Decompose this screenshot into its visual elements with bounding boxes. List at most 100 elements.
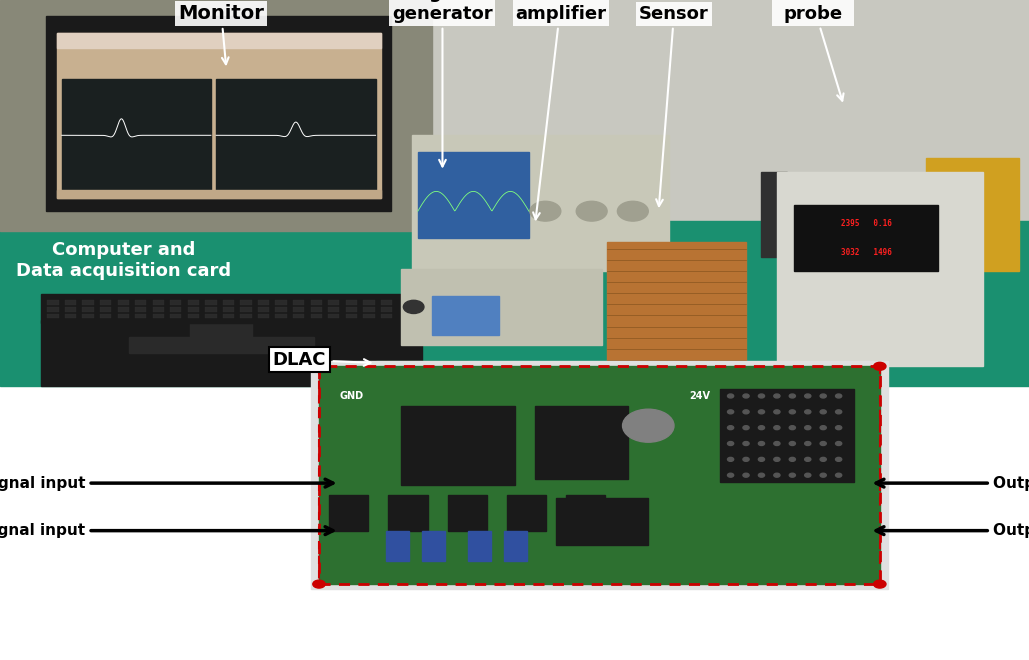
Bar	[328, 307, 340, 312]
Bar	[205, 314, 216, 318]
Bar	[276, 314, 287, 318]
Bar	[504, 531, 527, 561]
Bar	[258, 300, 270, 305]
Bar	[293, 300, 305, 305]
Text: DLAC: DLAC	[273, 350, 370, 369]
Circle shape	[820, 457, 826, 461]
Bar	[381, 307, 392, 312]
Circle shape	[774, 457, 780, 461]
Circle shape	[728, 394, 734, 398]
Text: Reference signal input: Reference signal input	[0, 523, 333, 538]
Bar	[258, 314, 270, 318]
Bar	[117, 314, 129, 318]
Circle shape	[774, 426, 780, 430]
Bar	[57, 33, 381, 198]
Bar	[381, 300, 392, 305]
Bar	[401, 406, 514, 485]
Bar	[82, 307, 94, 312]
Bar	[152, 307, 164, 312]
Bar	[205, 300, 216, 305]
Bar	[0, 0, 432, 231]
Bar	[100, 300, 111, 305]
Circle shape	[728, 442, 734, 446]
Bar	[223, 307, 235, 312]
Circle shape	[820, 442, 826, 446]
Bar	[311, 361, 888, 589]
Text: 2395   0.16: 2395 0.16	[841, 218, 892, 228]
Circle shape	[530, 201, 561, 221]
Circle shape	[774, 410, 780, 414]
Bar	[794, 205, 938, 271]
Bar	[41, 320, 422, 386]
Bar	[346, 314, 357, 318]
Circle shape	[313, 580, 325, 588]
Circle shape	[743, 426, 749, 430]
Bar	[152, 314, 164, 318]
Bar	[556, 498, 648, 544]
Bar	[293, 307, 305, 312]
Text: 24V: 24V	[689, 391, 710, 401]
Bar	[117, 300, 129, 305]
Bar	[82, 300, 94, 305]
Bar	[187, 314, 199, 318]
Text: Computer and
Data acquisition card: Computer and Data acquisition card	[15, 242, 232, 280]
Bar	[216, 79, 376, 195]
Text: Monitor: Monitor	[178, 4, 264, 64]
Circle shape	[758, 457, 765, 461]
Bar	[328, 300, 340, 305]
Circle shape	[874, 580, 886, 588]
Circle shape	[728, 410, 734, 414]
Bar	[100, 314, 111, 318]
Bar	[448, 495, 487, 531]
Circle shape	[774, 394, 780, 398]
Bar	[418, 152, 529, 238]
Circle shape	[820, 426, 826, 430]
Bar	[190, 297, 252, 350]
Circle shape	[789, 410, 795, 414]
Circle shape	[403, 300, 424, 314]
Bar	[412, 135, 669, 271]
Bar	[535, 406, 628, 478]
Circle shape	[743, 410, 749, 414]
Text: Output 2: Output 2	[876, 523, 1029, 538]
Bar	[241, 314, 252, 318]
Bar	[205, 307, 216, 312]
Circle shape	[313, 362, 325, 370]
Bar	[276, 307, 287, 312]
Bar	[607, 242, 746, 378]
Circle shape	[805, 426, 811, 430]
Bar	[187, 300, 199, 305]
Bar	[241, 300, 252, 305]
Circle shape	[743, 457, 749, 461]
Text: Output 1: Output 1	[876, 476, 1029, 490]
Bar	[761, 172, 787, 257]
Circle shape	[836, 473, 842, 477]
Circle shape	[820, 394, 826, 398]
Circle shape	[743, 442, 749, 446]
Circle shape	[805, 410, 811, 414]
Circle shape	[774, 442, 780, 446]
Circle shape	[758, 410, 765, 414]
Bar	[65, 307, 76, 312]
Bar	[46, 16, 391, 211]
Bar	[47, 307, 59, 312]
Bar	[328, 314, 340, 318]
Bar	[0, 0, 1029, 231]
Text: Power
amplifier: Power amplifier	[516, 0, 606, 219]
Bar	[566, 495, 605, 531]
Bar	[62, 79, 211, 195]
Circle shape	[836, 457, 842, 461]
Circle shape	[820, 410, 826, 414]
Circle shape	[874, 362, 886, 370]
Bar	[376, 361, 468, 384]
Bar	[319, 366, 880, 584]
Text: Particle signal input: Particle signal input	[0, 476, 333, 490]
Circle shape	[820, 473, 826, 477]
Circle shape	[789, 473, 795, 477]
Bar	[135, 300, 146, 305]
Bar	[293, 314, 305, 318]
Bar	[506, 495, 546, 531]
Circle shape	[728, 473, 734, 477]
Circle shape	[836, 426, 842, 430]
Bar	[329, 495, 368, 531]
